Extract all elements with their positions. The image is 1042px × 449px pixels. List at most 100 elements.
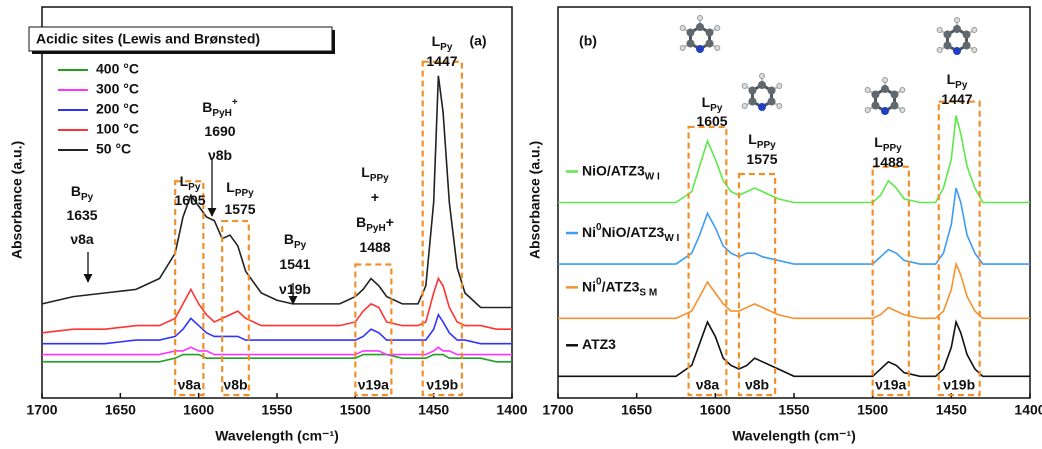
h-atom — [972, 48, 977, 53]
spectrum-line — [42, 315, 512, 344]
subscript: W I — [664, 233, 679, 244]
x-tick-label: 1550 — [261, 402, 292, 418]
legend-label: ATZ3 — [582, 336, 616, 352]
text-part: B — [71, 183, 81, 199]
text-part: 1488 — [872, 154, 903, 170]
annotation: LPPy — [361, 164, 389, 184]
spectrum-line — [558, 322, 1030, 376]
x-tick-label: 1500 — [857, 402, 888, 418]
annotation: ν8a — [70, 231, 94, 247]
c-atom — [686, 29, 694, 37]
subscript: PPy — [235, 188, 254, 199]
h-atom — [698, 16, 703, 21]
text-part: B — [356, 214, 366, 230]
region-label: ν19a — [358, 377, 389, 393]
text-part: ν19b — [279, 281, 311, 297]
legend-label: 300 °C — [96, 81, 139, 97]
molecule-icon — [937, 18, 977, 56]
h-atom — [742, 104, 747, 109]
text-part: NiO/ATZ3 — [602, 224, 665, 240]
c-atom — [706, 40, 714, 48]
subscript: PPy — [883, 143, 902, 154]
region-label: ν8b — [223, 377, 247, 393]
annotation: + — [371, 189, 379, 205]
text-part: 1690 — [204, 123, 235, 139]
h-atom — [680, 26, 685, 31]
annotation: LPy — [180, 173, 201, 193]
h-atom — [865, 88, 870, 93]
x-tick-label: 1500 — [340, 402, 371, 418]
text-part: 1488 — [359, 239, 390, 255]
subscript: Py — [294, 240, 307, 251]
h-atom — [900, 108, 905, 113]
region-box — [222, 221, 249, 395]
subscript: S M — [639, 287, 657, 298]
h-atom — [900, 88, 905, 93]
text-part: 1635 — [66, 207, 97, 223]
c-atom — [748, 98, 756, 106]
n-atom — [758, 103, 766, 111]
legend-label: 50 °C — [96, 141, 131, 157]
c-atom — [881, 85, 889, 93]
c-atom — [953, 25, 961, 33]
annotation: BPy — [284, 231, 307, 251]
annotation: 1447 — [426, 53, 457, 69]
c-atom — [891, 91, 899, 99]
annotation: LPy — [702, 94, 723, 114]
legend-label: 400 °C — [96, 61, 139, 77]
text-part: 1447 — [941, 91, 972, 107]
molecule-icon — [680, 16, 720, 54]
text-part: 1447 — [426, 53, 457, 69]
text-part: Ni — [582, 278, 596, 294]
text-part: ν8a — [70, 231, 94, 247]
subscript: Py — [955, 80, 968, 91]
annotation: 1690 — [204, 123, 235, 139]
panel-label: (a) — [469, 33, 486, 49]
legend-label: 200 °C — [96, 101, 139, 117]
h-atom — [883, 78, 888, 83]
text-part: 1575 — [746, 151, 777, 167]
subscript: PyH — [366, 223, 385, 234]
annotation: LPPy — [748, 131, 776, 151]
chart-title: Acidic sites (Lewis and Brønsted) — [36, 31, 260, 47]
annotation: 1488 — [872, 154, 903, 170]
annotation: BPyH+ — [356, 214, 394, 234]
panel-label: (b) — [579, 33, 597, 49]
x-axis-label: Wavelength (cm⁻¹) — [732, 428, 856, 444]
annotation: 1447 — [941, 91, 972, 107]
region-box — [739, 174, 775, 395]
molecule-icon — [865, 78, 905, 116]
c-atom — [706, 29, 714, 37]
annotation: LPy — [947, 71, 968, 91]
annotation: BPyH+ — [202, 97, 238, 119]
text-part: + — [371, 189, 379, 205]
x-tick-label: 1400 — [496, 402, 527, 418]
annotation: 1575 — [746, 151, 777, 167]
text-part: B — [284, 231, 294, 247]
x-tick-label: 1650 — [105, 402, 136, 418]
region-label: ν19a — [875, 377, 906, 393]
h-atom — [972, 28, 977, 33]
region-label: ν8a — [178, 377, 202, 393]
h-atom — [715, 26, 720, 31]
c-atom — [963, 42, 971, 50]
x-tick-label: 1450 — [936, 402, 967, 418]
h-atom — [777, 104, 782, 109]
h-atom — [955, 18, 960, 23]
h-atom — [937, 28, 942, 33]
spectrum-line — [42, 347, 512, 354]
text-part: 1575 — [224, 201, 255, 217]
legend-label: NiO/ATZ3W I — [582, 162, 660, 182]
text-part: NiO/ATZ3 — [582, 162, 645, 178]
x-tick-label: 1700 — [26, 402, 57, 418]
n-atom — [953, 47, 961, 55]
figure: 1700 1650 1600 1550 1500 1450 1400 Wavelength (… — [0, 0, 1042, 449]
c-atom — [943, 31, 951, 39]
annotation: ν19b — [279, 281, 311, 297]
c-atom — [768, 98, 776, 106]
text-part: + — [386, 214, 394, 230]
x-tick-label: 1600 — [700, 402, 731, 418]
n-atom — [881, 107, 889, 115]
y-axis-label: Absorbance (a.u.) — [527, 141, 543, 259]
c-atom — [748, 87, 756, 95]
